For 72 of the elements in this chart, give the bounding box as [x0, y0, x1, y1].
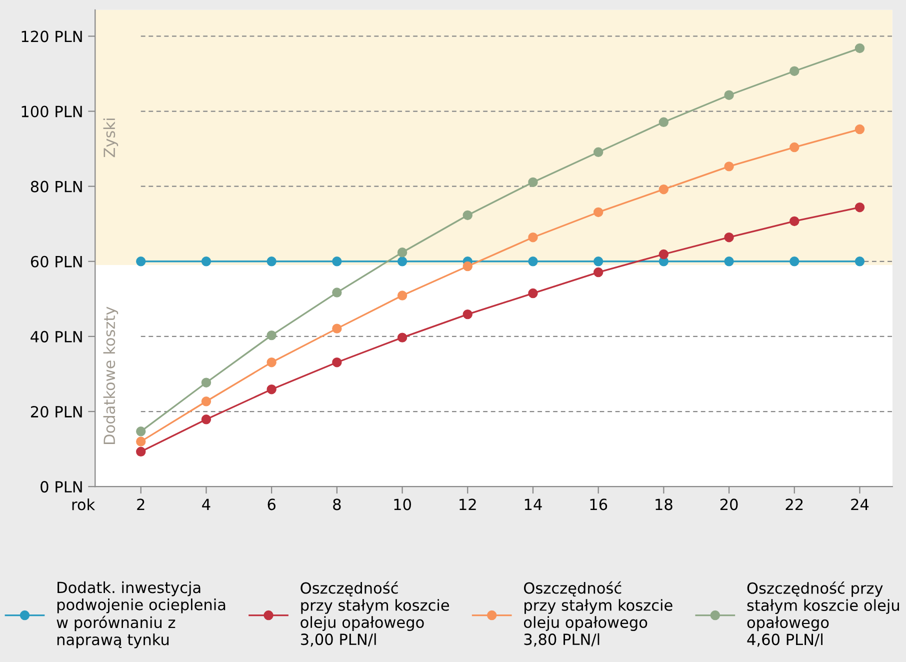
- point: [854, 43, 865, 54]
- point: [266, 384, 276, 394]
- point: [266, 256, 276, 266]
- point: [790, 216, 800, 226]
- point: [528, 256, 538, 266]
- point: [528, 232, 538, 242]
- point: [136, 426, 146, 436]
- x-tick-label: 10: [394, 498, 411, 510]
- point: [724, 232, 734, 242]
- point: [462, 210, 472, 220]
- point: [397, 290, 408, 300]
- point: [462, 261, 472, 272]
- point: [136, 446, 146, 457]
- point: [332, 324, 342, 334]
- y-tick-label: 0 PLN: [40, 481, 82, 493]
- point: [136, 436, 146, 446]
- point: [658, 117, 669, 128]
- legend-label: Oszczędność przy stałym koszcie oleju opałowego 3,00 PLN/l: [300, 581, 450, 647]
- x-tick-label: 20: [720, 498, 738, 510]
- x-tick-label: 16: [590, 498, 608, 510]
- point: [201, 396, 212, 406]
- point: [724, 256, 734, 266]
- point: [201, 256, 212, 266]
- x-tick-label: 14: [524, 498, 542, 510]
- point: [790, 256, 800, 266]
- point: [397, 256, 408, 266]
- x-tick-label: 22: [786, 498, 803, 510]
- point: [136, 256, 146, 266]
- y-tick-label: 100 PLN: [22, 106, 82, 118]
- y-tick-label: 20 PLN: [30, 406, 82, 418]
- point: [790, 142, 800, 152]
- point: [266, 357, 276, 368]
- legend-label: Dodatk. inwestycja podwojenie ocieplenia w porównaniu z naprawą tynku: [56, 581, 226, 648]
- point: [462, 309, 472, 320]
- y-tick-label: 80 PLN: [30, 180, 82, 192]
- y-tick-label: 60 PLN: [30, 256, 82, 268]
- band-label: Dodatkowe koszty: [103, 306, 118, 444]
- point: [266, 330, 276, 340]
- point: [658, 184, 669, 194]
- x-axis-title: rok: [72, 498, 96, 510]
- point: [724, 90, 734, 100]
- x-tick-label: 12: [460, 498, 476, 510]
- legend-label: Oszczędność przy stałym koszcie oleju opałowego 3,80 PLN/l: [524, 581, 672, 647]
- x-tick-label: 6: [268, 498, 276, 510]
- x-tick-label: 18: [656, 498, 672, 510]
- x-tick-label: 4: [202, 498, 210, 510]
- point: [593, 207, 604, 218]
- point: [854, 202, 865, 212]
- point: [854, 124, 865, 134]
- x-tick-label: 8: [333, 498, 341, 510]
- x-tick-label: 2: [137, 498, 144, 510]
- point: [854, 256, 865, 266]
- point: [397, 248, 408, 258]
- point: [790, 66, 800, 76]
- y-tick-label: 120 PLN: [22, 30, 82, 42]
- point: [593, 256, 604, 266]
- band-label: Zyski: [103, 118, 118, 158]
- point: [201, 378, 212, 388]
- point: [593, 147, 604, 158]
- point: [724, 162, 734, 172]
- point: [528, 177, 538, 188]
- point: [528, 288, 538, 298]
- x-tick-label: 24: [851, 498, 869, 510]
- legend-label: Oszczędność przy stałym koszcie oleju opałowego 4,60 PLN/l: [747, 581, 899, 647]
- point: [332, 288, 342, 298]
- point: [201, 414, 212, 424]
- point: [658, 249, 669, 260]
- point: [397, 332, 408, 342]
- y-tick-label: 40 PLN: [30, 330, 82, 342]
- point: [332, 256, 342, 266]
- point: [593, 267, 604, 278]
- point: [332, 357, 342, 368]
